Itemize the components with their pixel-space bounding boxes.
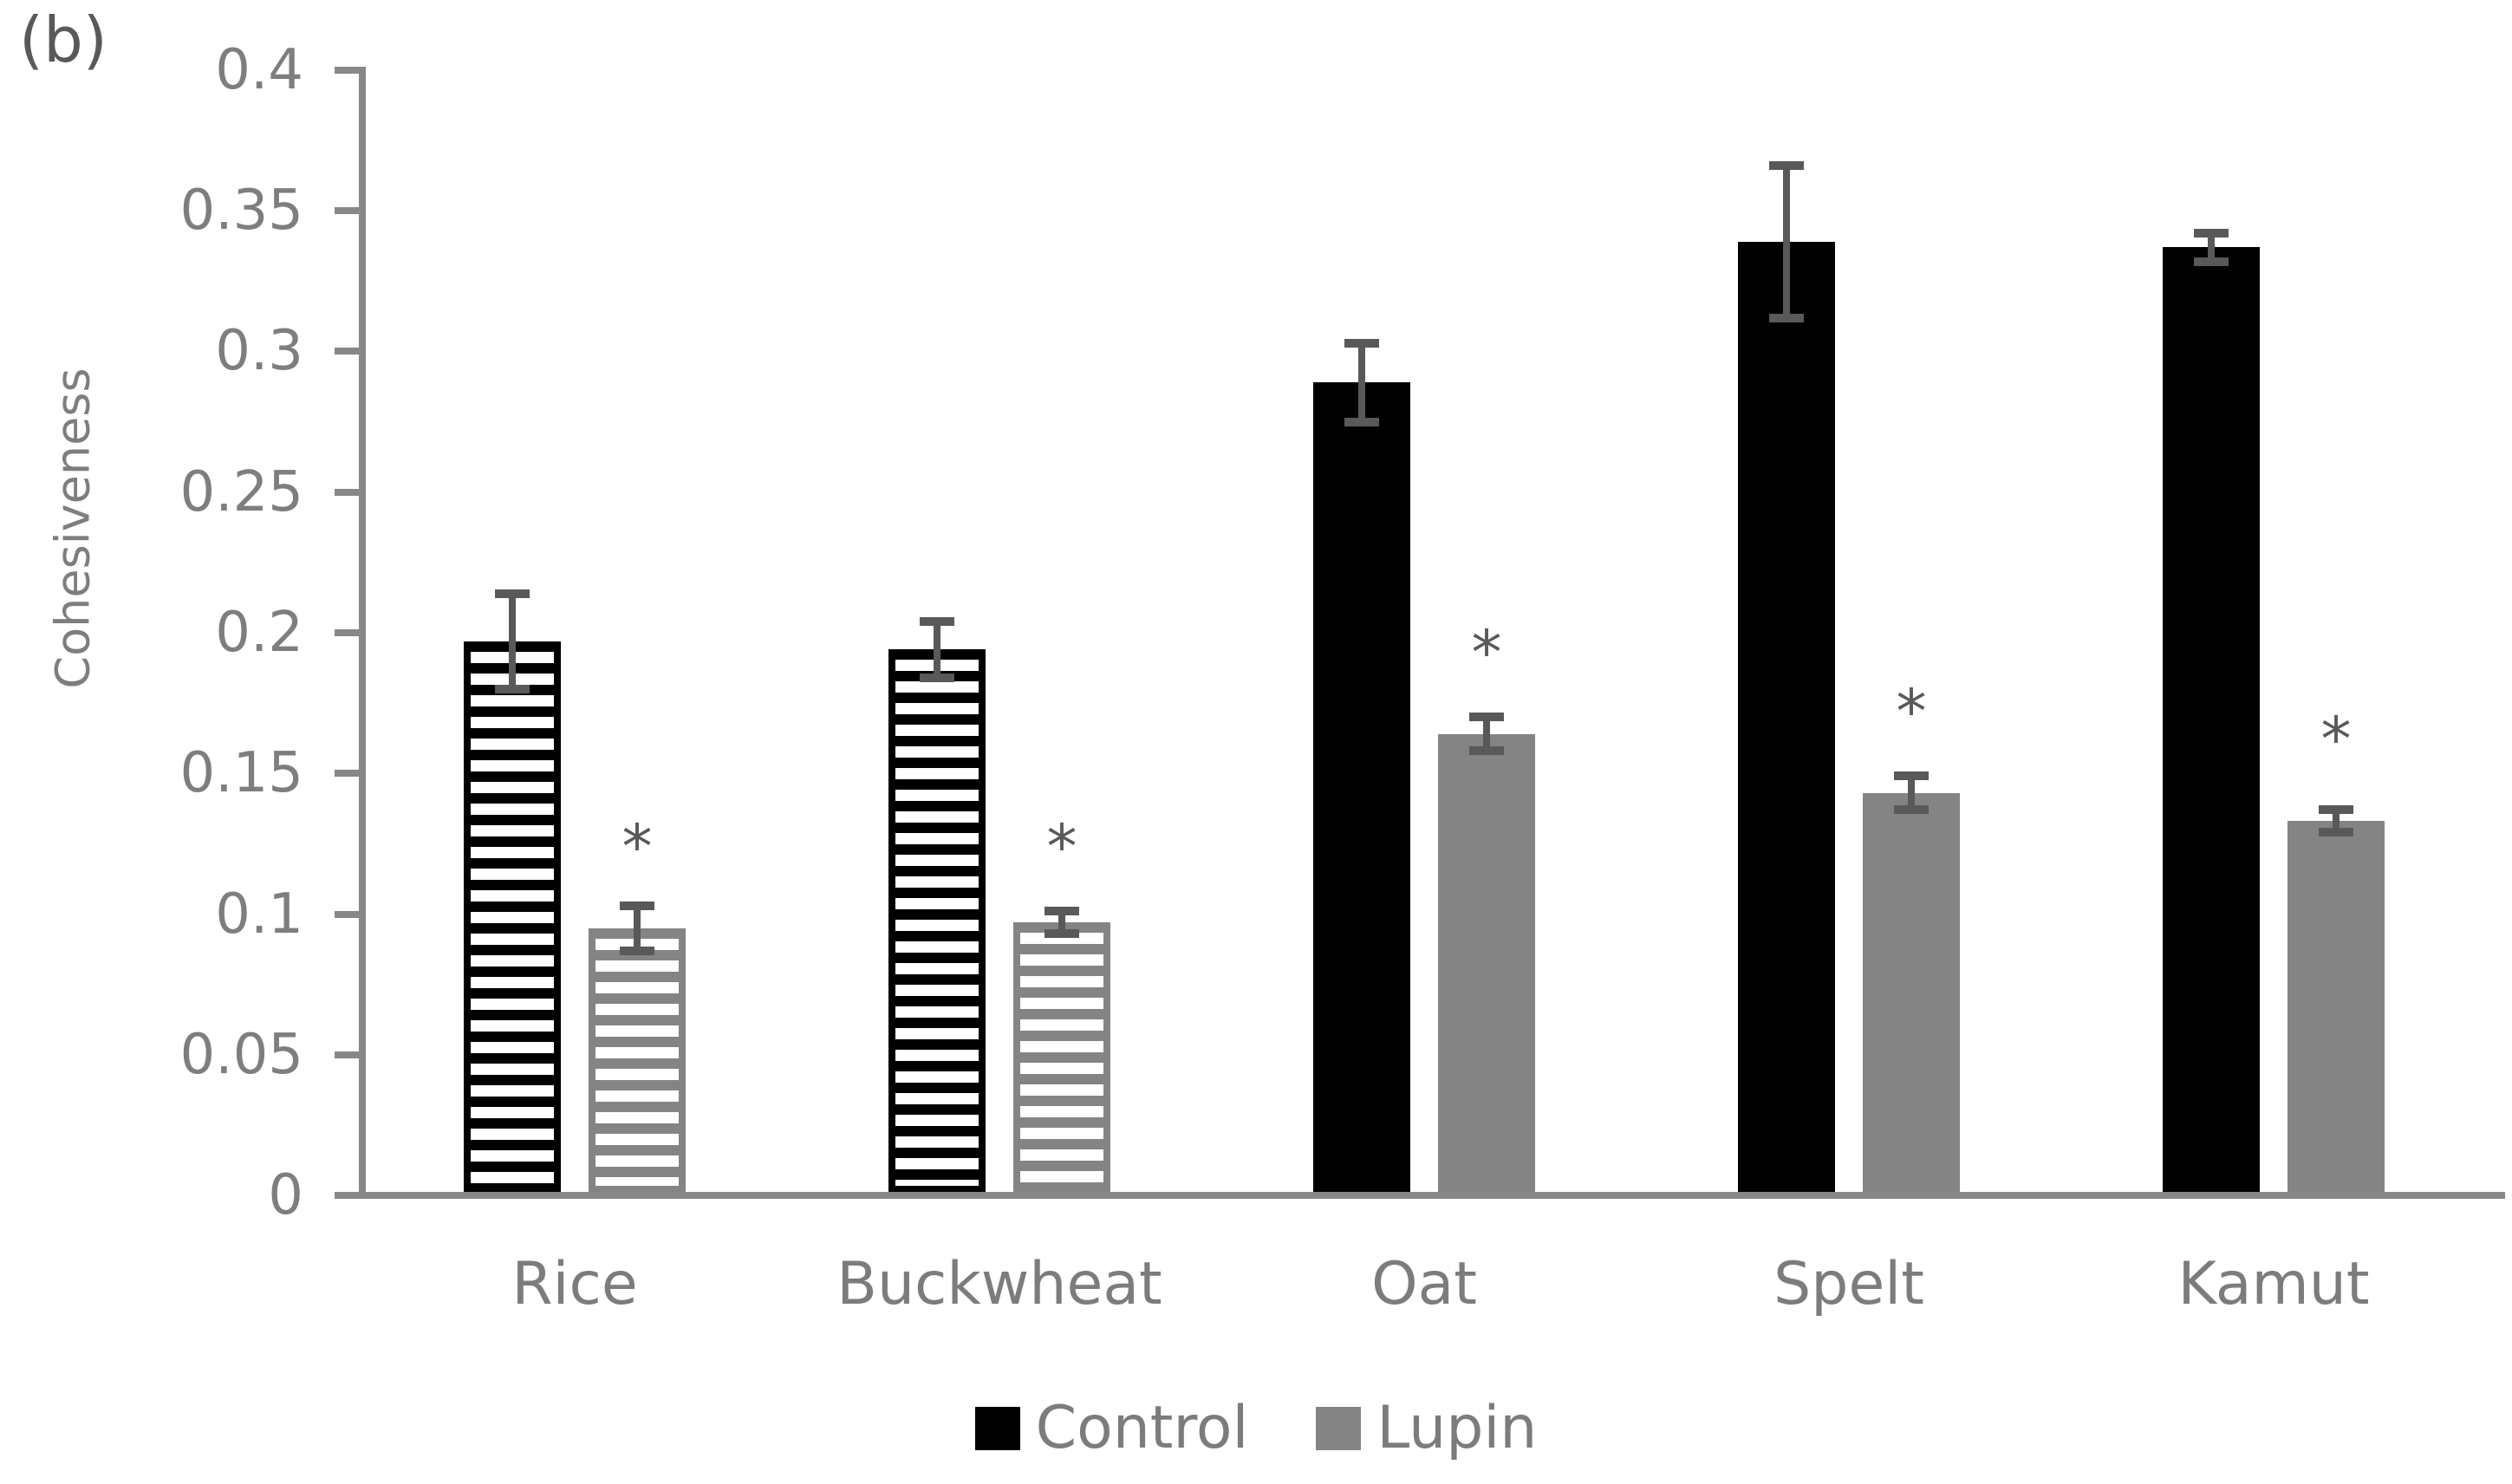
- y-tick-label-0.3: 0.3: [215, 319, 303, 383]
- y-tick-0.4: [335, 67, 359, 74]
- x-axis-label-spelt: Spelt: [1773, 1250, 1924, 1318]
- error-bar-buckwheat-lupin: [1058, 911, 1065, 934]
- bar-spelt-control: [1738, 242, 1835, 1192]
- error-cap-bottom-spelt-lupin: [1894, 805, 1929, 814]
- y-tick-0.15: [335, 770, 359, 777]
- error-cap-bottom-kamut-lupin: [2319, 828, 2353, 836]
- significance-star-buckwheat: *: [1046, 811, 1077, 882]
- error-cap-bottom-oat-lupin: [1469, 746, 1504, 755]
- y-tick-label-0.4: 0.4: [215, 38, 303, 102]
- legend-swatch-lupin: [1316, 1407, 1362, 1450]
- error-cap-bottom-oat-control: [1344, 418, 1379, 426]
- error-bar-kamut-control: [2208, 233, 2215, 262]
- legend-item-lupin: Lupin: [1316, 1394, 1537, 1463]
- error-bar-spelt-lupin: [1908, 776, 1915, 810]
- legend-item-control: Control: [974, 1394, 1249, 1463]
- error-bar-rice-control: [509, 594, 516, 689]
- error-cap-bottom-spelt-control: [1769, 314, 1804, 322]
- legend-label-control: Control: [1035, 1394, 1249, 1462]
- y-tick-0.3: [335, 348, 359, 355]
- significance-star-oat: *: [1471, 617, 1502, 688]
- error-cap-top-oat-control: [1344, 339, 1379, 348]
- bar-rice-lupin: [589, 928, 686, 1192]
- x-axis-label-buckwheat: Buckwheat: [836, 1250, 1162, 1318]
- x-axis-line: [335, 1192, 2505, 1199]
- bar-buckwheat-lupin: [1013, 922, 1110, 1192]
- error-cap-bottom-rice-control: [495, 685, 530, 693]
- significance-star-spelt: *: [1896, 676, 1927, 747]
- y-tick-label-0.1: 0.1: [215, 882, 303, 947]
- error-cap-top-spelt-control: [1769, 161, 1804, 170]
- error-bar-oat-control: [1358, 343, 1365, 422]
- error-cap-top-spelt-lupin: [1894, 771, 1929, 780]
- y-tick-label-0.35: 0.35: [179, 179, 304, 243]
- y-tick-label-0.25: 0.25: [179, 460, 304, 524]
- panel-label: (b): [19, 3, 107, 76]
- x-axis-label-rice: Rice: [511, 1250, 638, 1318]
- error-bar-kamut-lupin: [2333, 810, 2340, 832]
- error-cap-top-rice-control: [495, 589, 530, 598]
- bar-oat-lupin: [1438, 734, 1535, 1192]
- y-tick-0.1: [335, 911, 359, 918]
- error-cap-bottom-rice-lupin: [620, 947, 654, 955]
- error-cap-bottom-buckwheat-control: [920, 674, 954, 682]
- significance-star-kamut: *: [2320, 704, 2352, 775]
- y-axis-line: [359, 67, 366, 1199]
- y-tick-label-0.15: 0.15: [179, 741, 304, 805]
- legend-swatch-control: [974, 1407, 1020, 1450]
- bar-kamut-control: [2163, 247, 2260, 1192]
- error-cap-top-oat-lupin: [1469, 713, 1504, 721]
- error-cap-top-kamut-control: [2194, 229, 2229, 238]
- y-tick-0.25: [335, 489, 359, 496]
- y-tick-0.05: [335, 1051, 359, 1058]
- error-bar-oat-lupin: [1483, 717, 1490, 751]
- bar-buckwheat-control: [888, 649, 986, 1192]
- error-bar-rice-lupin: [634, 906, 641, 951]
- error-cap-top-buckwheat-lupin: [1044, 907, 1079, 915]
- error-bar-buckwheat-control: [934, 622, 940, 678]
- error-cap-top-buckwheat-control: [920, 617, 954, 626]
- x-axis-label-oat: Oat: [1371, 1250, 1477, 1318]
- bar-rice-control: [464, 641, 561, 1192]
- y-tick-label-0.05: 0.05: [179, 1023, 304, 1087]
- bar-kamut-lupin: [2287, 821, 2385, 1192]
- error-cap-top-kamut-lupin: [2319, 805, 2353, 814]
- bar-oat-control: [1313, 382, 1410, 1192]
- error-cap-top-rice-lupin: [620, 901, 654, 910]
- legend-label-lupin: Lupin: [1376, 1394, 1538, 1462]
- y-tick-label-0: 0: [268, 1163, 303, 1227]
- y-tick-0.2: [335, 629, 359, 636]
- legend: Control Lupin: [823, 1394, 1689, 1463]
- y-tick-label-0.2: 0.2: [215, 601, 303, 665]
- significance-star-rice: *: [621, 811, 653, 882]
- x-axis-label-kamut: Kamut: [2177, 1250, 2370, 1318]
- error-cap-bottom-buckwheat-lupin: [1044, 929, 1079, 938]
- error-bar-spelt-control: [1783, 166, 1790, 318]
- y-tick-0.35: [335, 207, 359, 214]
- bar-spelt-lupin: [1863, 793, 1960, 1192]
- error-cap-bottom-kamut-control: [2194, 257, 2229, 266]
